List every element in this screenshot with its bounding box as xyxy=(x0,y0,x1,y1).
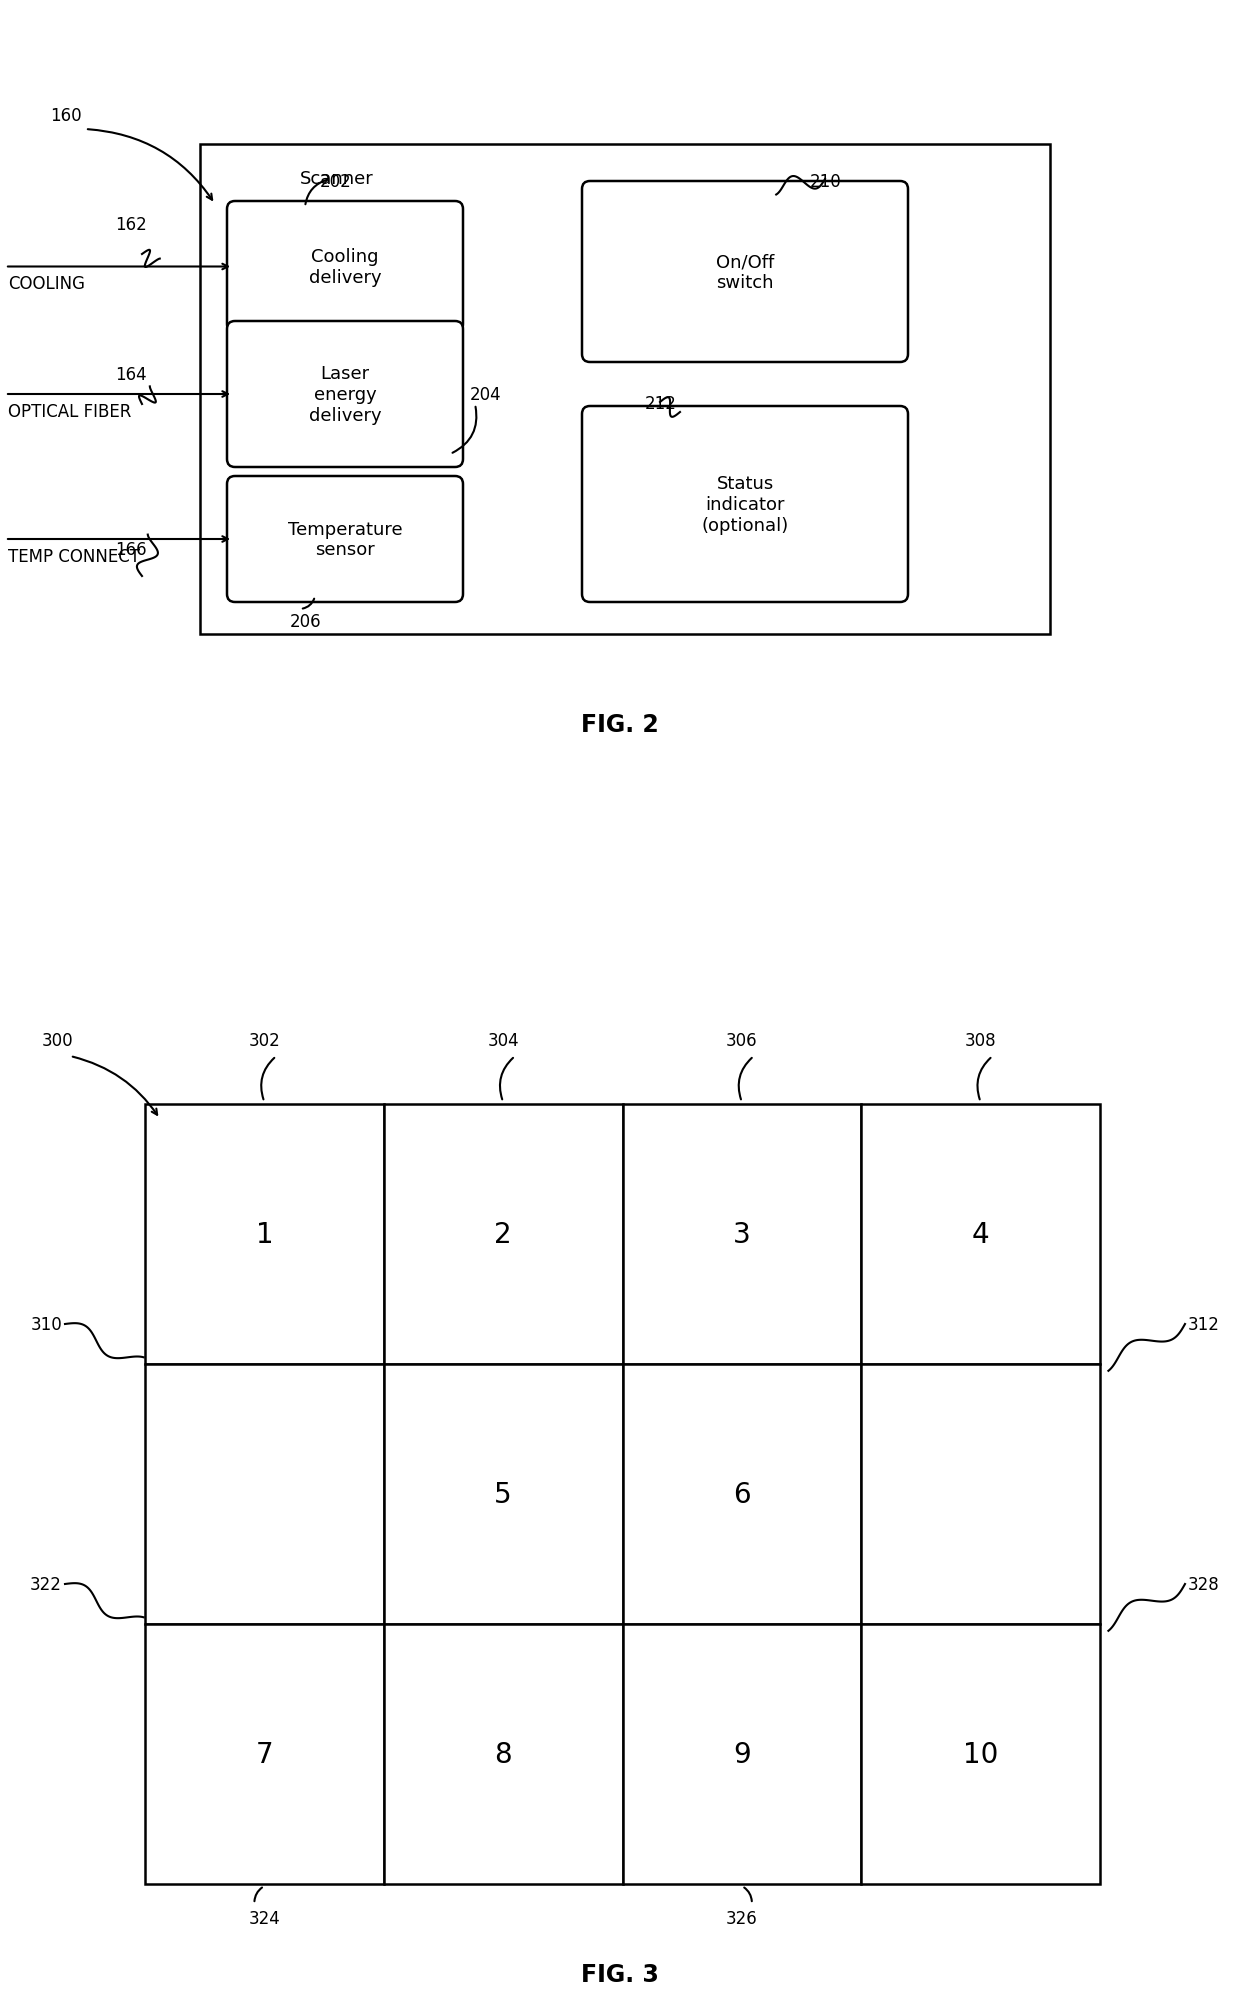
Text: 322: 322 xyxy=(30,1575,62,1593)
Text: 2: 2 xyxy=(495,1220,512,1249)
Text: COOLING: COOLING xyxy=(7,276,86,294)
Text: 206: 206 xyxy=(290,612,321,630)
Text: 4: 4 xyxy=(972,1220,990,1249)
Bar xyxy=(862,1363,1100,1623)
Text: TEMP CONNECT: TEMP CONNECT xyxy=(7,548,140,566)
Text: 304: 304 xyxy=(487,1031,518,1049)
Text: 210: 210 xyxy=(810,173,842,191)
Bar xyxy=(383,1363,622,1623)
Text: 166: 166 xyxy=(115,540,146,558)
Text: FIG. 3: FIG. 3 xyxy=(582,1962,658,1986)
Text: Cooling
delivery: Cooling delivery xyxy=(309,248,382,286)
Text: 302: 302 xyxy=(248,1031,280,1049)
Text: 310: 310 xyxy=(30,1315,62,1333)
Text: 10: 10 xyxy=(963,1740,998,1768)
Text: 300: 300 xyxy=(42,1031,73,1049)
Text: Laser
energy
delivery: Laser energy delivery xyxy=(309,365,382,425)
Text: OPTICAL FIBER: OPTICAL FIBER xyxy=(7,403,131,421)
Text: 212: 212 xyxy=(645,395,677,413)
Bar xyxy=(200,145,1050,634)
Text: 8: 8 xyxy=(495,1740,512,1768)
Bar xyxy=(622,1623,862,1883)
Text: Temperature
sensor: Temperature sensor xyxy=(288,520,402,560)
Bar xyxy=(862,1623,1100,1883)
Bar xyxy=(383,1104,622,1363)
Text: 7: 7 xyxy=(255,1740,273,1768)
FancyBboxPatch shape xyxy=(582,407,908,602)
Bar xyxy=(145,1363,383,1623)
Text: 9: 9 xyxy=(733,1740,750,1768)
Text: 5: 5 xyxy=(495,1480,512,1508)
Text: 164: 164 xyxy=(115,367,146,385)
FancyBboxPatch shape xyxy=(227,322,463,467)
FancyBboxPatch shape xyxy=(227,201,463,332)
Bar xyxy=(622,1104,862,1363)
Text: FIG. 2: FIG. 2 xyxy=(582,713,658,737)
Text: 312: 312 xyxy=(1188,1315,1220,1333)
Bar xyxy=(862,1104,1100,1363)
Text: Scanner: Scanner xyxy=(300,169,373,187)
Text: 308: 308 xyxy=(965,1031,997,1049)
Text: Status
indicator
(optional): Status indicator (optional) xyxy=(702,475,789,534)
Text: 306: 306 xyxy=(727,1031,758,1049)
Bar xyxy=(383,1623,622,1883)
Text: 326: 326 xyxy=(725,1909,758,1927)
FancyBboxPatch shape xyxy=(582,181,908,363)
Bar xyxy=(145,1623,383,1883)
Text: 160: 160 xyxy=(50,107,82,125)
Text: 204: 204 xyxy=(470,387,502,403)
Text: 1: 1 xyxy=(255,1220,273,1249)
Bar xyxy=(622,1363,862,1623)
Text: 162: 162 xyxy=(115,215,146,234)
Text: 202: 202 xyxy=(320,173,352,191)
Text: On/Off
switch: On/Off switch xyxy=(715,254,774,292)
Text: 328: 328 xyxy=(1188,1575,1220,1593)
Bar xyxy=(145,1104,383,1363)
Text: 324: 324 xyxy=(248,1909,280,1927)
Text: 6: 6 xyxy=(733,1480,750,1508)
FancyBboxPatch shape xyxy=(227,477,463,602)
Text: 3: 3 xyxy=(733,1220,750,1249)
